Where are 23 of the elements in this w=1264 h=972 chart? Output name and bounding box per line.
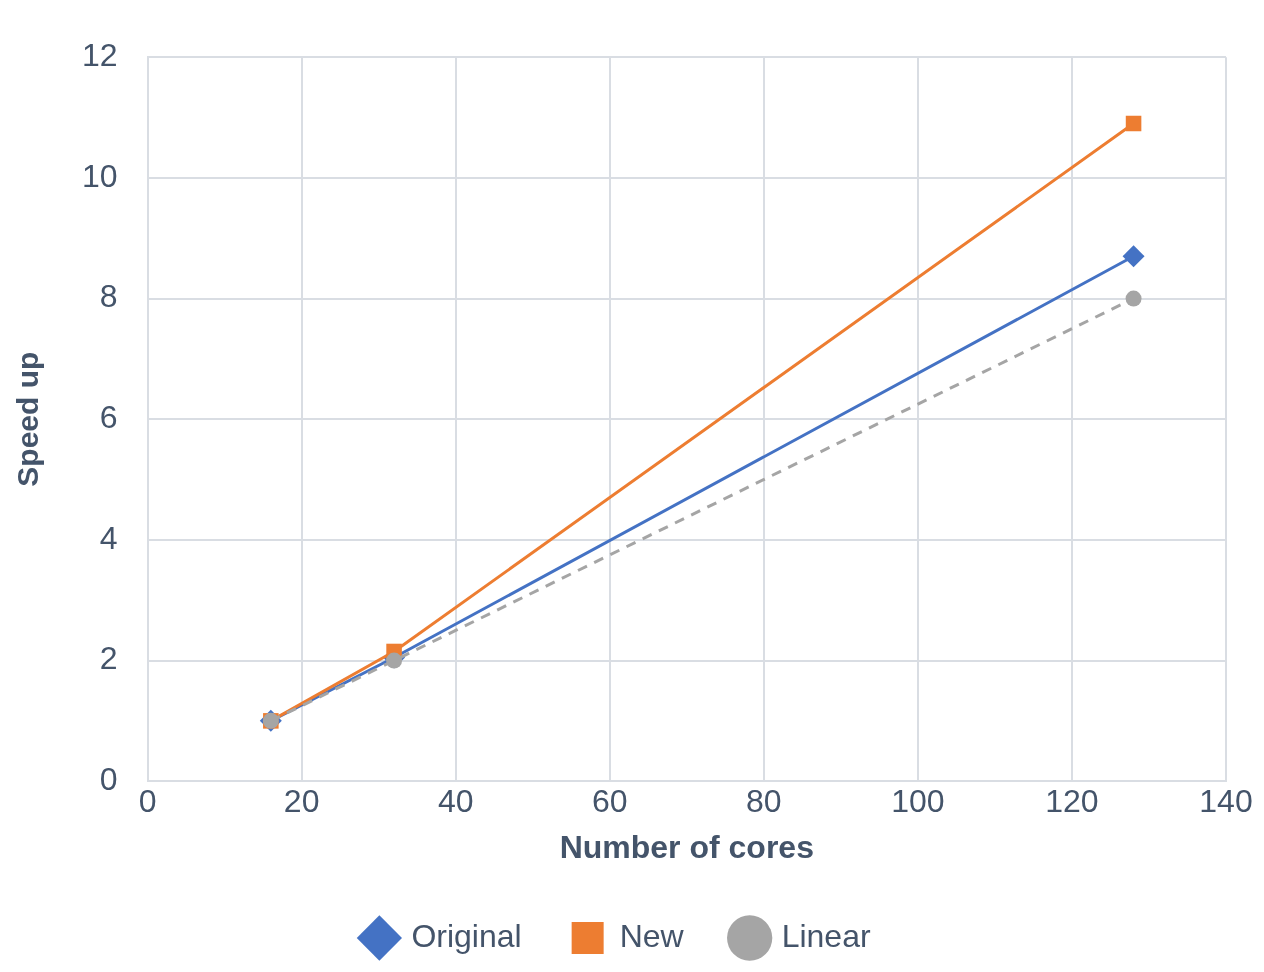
x-tick-label: 60 xyxy=(591,783,628,820)
legend-label: New xyxy=(619,917,685,954)
point xyxy=(1125,115,1142,132)
legend-label: Original xyxy=(411,917,522,954)
x-tick-label: 0 xyxy=(138,783,157,820)
x-tick-label: 80 xyxy=(746,783,782,820)
x-tick-label: 40 xyxy=(437,783,474,820)
point xyxy=(1125,290,1142,307)
y-tick-label: 6 xyxy=(99,399,118,436)
y-tick-label: 12 xyxy=(82,37,118,74)
x-axis-title: Number of cores xyxy=(559,828,814,865)
x-tick-label: 100 xyxy=(891,783,945,820)
y-tick-label: 2 xyxy=(99,640,118,677)
y-axis-title: Speed up xyxy=(11,351,45,487)
x-tick-label: 20 xyxy=(283,783,320,820)
legend-label: Linear xyxy=(781,917,871,954)
x-tick-label: 120 xyxy=(1045,783,1099,820)
y-tick-label: 4 xyxy=(99,519,118,556)
x-tick-label: 140 xyxy=(1199,783,1253,820)
y-tick-label: 8 xyxy=(99,278,118,315)
point xyxy=(1122,245,1145,268)
point xyxy=(386,652,403,669)
y-tick-label: 10 xyxy=(82,157,118,194)
